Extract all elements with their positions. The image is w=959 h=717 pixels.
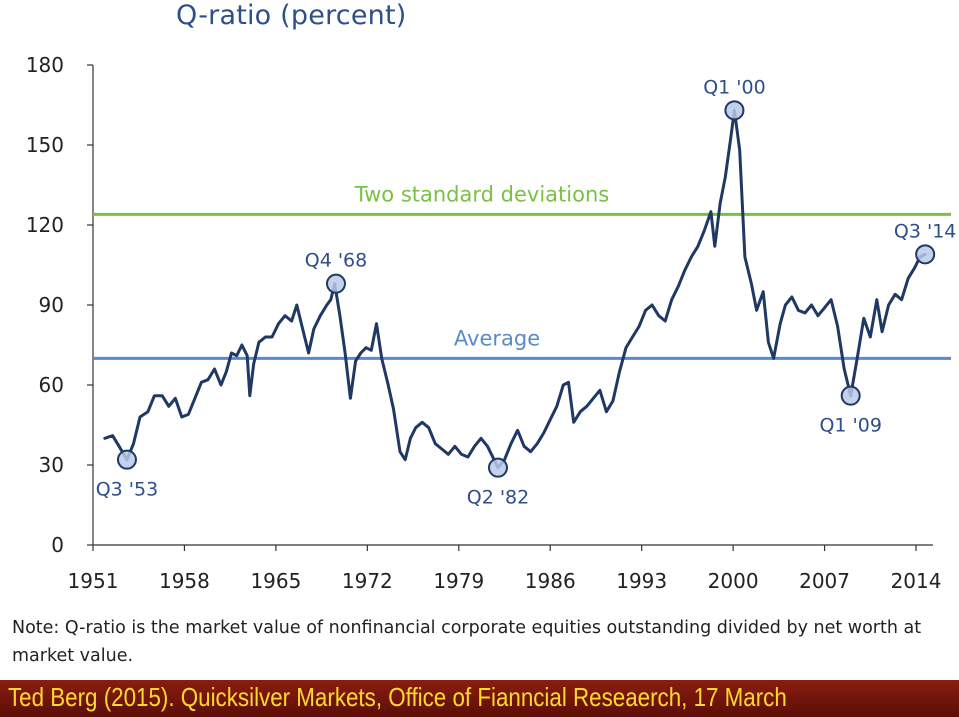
citation-banner: Ted Berg (2015). Quicksilver Markets, Of… [0,680,959,717]
q-ratio-series-line [103,108,927,470]
y-tick-label: 90 [39,293,64,317]
annotation-label: Q4 '68 [305,250,367,272]
x-tick-label: 1986 [525,569,576,593]
series-layer [103,108,927,470]
reference-lines: Two standard deviations Average [93,182,951,360]
y-tick-label: 0 [51,533,64,557]
annotation-marker [116,449,137,470]
x-tick-label: 2000 [708,569,759,593]
y-tick-label: 150 [26,133,64,157]
x-tick-label: 1965 [250,569,301,593]
y-tick-label: 30 [39,453,64,477]
annotation-label: Q3 '14 [894,220,956,242]
annotation-label: Q2 '82 [467,487,529,509]
chart-title: Q-ratio (percent) [176,0,407,31]
reference-line-label: Average [454,326,540,350]
annotation-marker [724,100,745,121]
x-tick-label: 2014 [891,569,942,593]
axes: 0 30 60 90 120 150 180 1951 1958 1965 1972 1979 1986… [26,53,942,593]
annotation-label: Q3 '53 [96,479,158,501]
annotation-marker [325,273,346,294]
chart-plot: 0 30 60 90 120 150 180 1951 1958 1965 1972 1979 1986… [26,53,957,593]
annotation-marker [915,244,936,265]
annotation-marker [487,457,508,478]
y-tick-label: 60 [39,373,64,397]
annotations: Q3 '53 Q4 '68 Q2 '82 Q1 '00 Q1 '09 Q3 '14 [96,76,957,508]
x-tick-label: 1993 [616,569,667,593]
annotation-marker [840,385,861,406]
annotation-label: Q1 '00 [703,76,765,98]
chart-note: Note: Q-ratio is the market value of non… [12,618,922,666]
citation-text: Ted Berg (2015). Quicksilver Markets, Of… [8,682,787,712]
reference-line-label: Two standard deviations [354,182,609,206]
x-tick-label: 2007 [799,569,850,593]
y-tick-label: 120 [26,213,64,237]
x-tick-label: 1958 [159,569,210,593]
y-tick-label: 180 [26,53,64,77]
x-tick-label: 1972 [342,569,393,593]
annotation-label: Q1 '09 [819,415,881,437]
x-tick-label: 1979 [433,569,484,593]
x-tick-label: 1951 [68,569,119,593]
